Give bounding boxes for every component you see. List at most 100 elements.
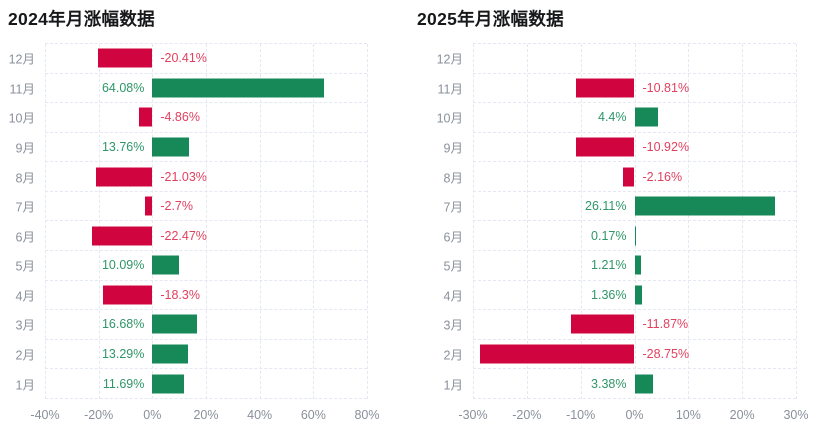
grid-line-vertical <box>796 44 797 399</box>
negative-bar <box>622 167 635 187</box>
chart-row: 6月 0.17% <box>444 221 796 252</box>
x-axis-tick-label: 20% <box>729 408 755 422</box>
negative-bar <box>570 314 635 334</box>
chart-2025: 2025年月涨幅数据 -30% -20% -10% 0% 10% 20% 30% 12月 11月… <box>409 0 818 426</box>
x-axis-tick-label: 60% <box>300 408 326 422</box>
x-axis-tick-label: -10% <box>566 408 596 422</box>
bar-value-label: -11.87% <box>642 317 689 332</box>
bar-value-label: 4.4% <box>598 110 627 125</box>
y-axis-month-label: 4月 <box>443 289 463 304</box>
y-axis-month-label: 5月 <box>443 259 463 274</box>
x-axis-tick-label: -40% <box>30 408 60 422</box>
chart-row: 12月 <box>437 44 796 74</box>
y-axis-month-label: 9月 <box>443 141 463 156</box>
x-axis-tick-label: 30% <box>783 408 809 422</box>
grid-line-vertical <box>526 44 528 399</box>
y-axis-month-label: 6月 <box>15 230 35 245</box>
chart-row: 4月 -18.3% <box>16 281 367 311</box>
negative-bar <box>479 344 635 364</box>
grid-line-vertical <box>259 44 261 399</box>
chart-row: 5月 1.21% <box>444 251 796 281</box>
negative-bar <box>575 137 635 157</box>
grid-line-vertical <box>688 44 690 399</box>
chart-row: 3月 16.68% <box>16 310 367 340</box>
positive-bar <box>634 196 776 216</box>
chart-row: 12月 -20.41% <box>9 44 367 74</box>
y-axis-month-label: 10月 <box>8 111 35 126</box>
x-axis-tick-label: -30% <box>458 408 488 422</box>
bar-value-label: 0.17% <box>591 228 627 243</box>
bar-value-label: 11.69% <box>102 376 145 391</box>
y-axis-month-label: 1月 <box>15 378 35 393</box>
bar-value-label: -2.7% <box>160 199 193 214</box>
y-axis-month-label: 10月 <box>436 111 463 126</box>
bar-value-label: 64.08% <box>101 80 145 95</box>
bar-value-label: -4.86% <box>160 110 200 125</box>
positive-bar <box>152 314 198 334</box>
y-axis-month-label: 6月 <box>443 230 463 245</box>
negative-bar <box>103 285 153 305</box>
bar-value-label: 3.38% <box>591 376 627 391</box>
positive-bar <box>152 255 180 275</box>
positive-bar <box>634 226 636 246</box>
x-axis-tick-label: 80% <box>354 408 380 422</box>
bar-value-label: 16.68% <box>101 317 145 332</box>
y-axis-month-label: 3月 <box>15 318 35 333</box>
chart-row: 5月 10.09% <box>16 251 367 281</box>
y-axis-month-label: 8月 <box>15 171 35 186</box>
bar-value-label: -21.03% <box>160 169 207 184</box>
grid-line-vertical <box>45 44 46 399</box>
negative-bar <box>145 196 153 216</box>
chart-2024: 2024年月涨幅数据 -40% -20% 0% 20% 40% 60% 80% 12月 -20.… <box>8 9 380 422</box>
negative-bar <box>95 167 153 187</box>
y-axis-month-label: 7月 <box>443 200 463 215</box>
bar-value-label: -10.92% <box>642 140 690 155</box>
chart-title-2024: 2024年月涨幅数据 <box>8 9 155 29</box>
chart-row: 1月 3.38% <box>444 369 796 399</box>
grid-line-vertical <box>98 44 100 399</box>
x-axis-tick-label: 0% <box>143 408 162 422</box>
bar-value-label: -28.75% <box>642 347 690 362</box>
bar-value-label: -18.3% <box>160 287 200 302</box>
y-axis-month-label: 2月 <box>443 348 463 363</box>
chart-row: 8月 -21.03% <box>16 162 367 192</box>
positive-bar <box>634 255 641 275</box>
x-axis-tick-label: 10% <box>675 408 701 422</box>
x-axis-tick-label: 40% <box>247 408 273 422</box>
chart-row: 8月 -2.16% <box>444 162 796 192</box>
positive-bar <box>634 107 659 127</box>
chart-row: 6月 -22.47% <box>16 221 367 252</box>
plot-area-2024: -40% -20% 0% 20% 40% 60% 80% 12月 -20.41% 11月 64.08… <box>9 43 380 422</box>
y-axis-month-label: 2月 <box>15 348 35 363</box>
y-axis-month-label: 3月 <box>443 318 463 333</box>
chart-row: 11月 64.08% <box>10 74 367 104</box>
y-axis-month-label: 7月 <box>15 200 35 215</box>
bar-value-label: 26.11% <box>585 199 627 214</box>
y-axis-month-label: 12月 <box>436 52 463 67</box>
y-axis-month-label: 8月 <box>443 171 463 186</box>
y-axis-month-label: 11月 <box>437 82 463 97</box>
bar-value-label: 1.21% <box>591 258 627 273</box>
positive-bar <box>152 137 190 157</box>
chart-row: 9月 13.76% <box>16 133 367 163</box>
chart-row: 9月 -10.92% <box>444 133 796 163</box>
y-axis-month-label: 4月 <box>15 289 35 304</box>
bar-value-label: -20.41% <box>160 51 207 66</box>
positive-bar <box>152 344 188 364</box>
grid-line-vertical <box>313 44 315 399</box>
chart-row: 3月 -11.87% <box>444 310 796 340</box>
negative-bar <box>576 78 635 98</box>
bar-value-label: 1.36% <box>591 287 627 302</box>
chart-title-2025: 2025年月涨幅数据 <box>417 9 564 29</box>
negative-bar <box>97 48 153 68</box>
plot-area-2025: -30% -20% -10% 0% 10% 20% 30% 12月 11月 -10.81% 10月 4… <box>437 43 809 422</box>
chart-row: 7月 -2.7% <box>16 192 367 222</box>
x-axis-tick-label: 0% <box>625 408 644 422</box>
chart-row: 10月 -4.86% <box>9 103 367 133</box>
positive-bar <box>634 285 642 305</box>
negative-bar <box>139 107 153 127</box>
bar-value-label: 13.29% <box>101 347 145 362</box>
grid-line-vertical <box>473 44 474 399</box>
grid-line-vertical <box>367 44 368 399</box>
